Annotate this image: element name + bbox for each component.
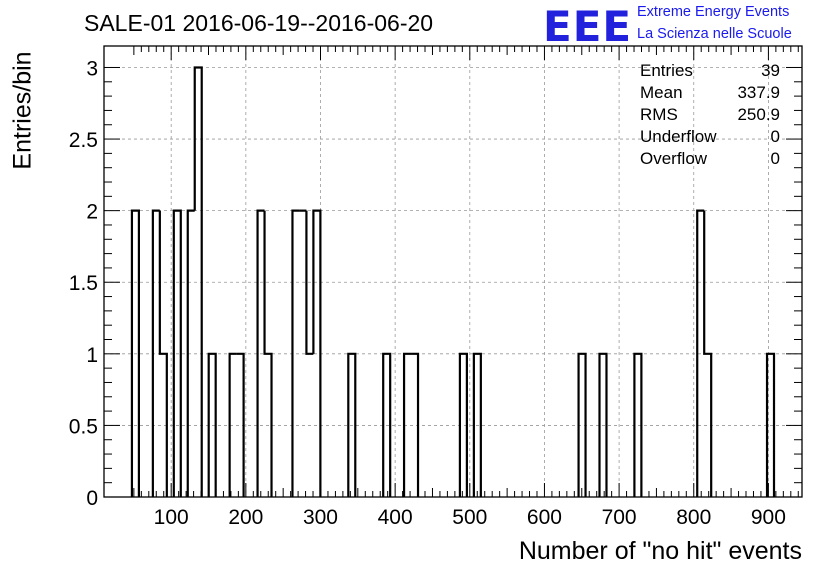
histogram-bin <box>256 209 265 497</box>
stat-label: Underflow <box>640 127 717 146</box>
x-axis-label: Number of "no hit" events <box>518 537 802 565</box>
x-tick-label: 300 <box>303 506 338 529</box>
x-tick-label: 600 <box>527 506 562 529</box>
stat-label: Overflow <box>640 149 708 168</box>
stat-value: 39 <box>761 61 780 80</box>
histogram-bin <box>458 352 468 497</box>
histogram-bin <box>172 209 182 497</box>
stat-value: 337.9 <box>737 83 780 102</box>
y-tick-label: 1 <box>86 344 98 367</box>
stat-label: RMS <box>640 105 678 124</box>
y-tick-label: 2.5 <box>69 129 98 152</box>
x-tick-label: 700 <box>602 506 637 529</box>
x-tick-label: 500 <box>452 506 487 529</box>
stat-label: Entries <box>640 61 693 80</box>
histogram-bin <box>347 352 357 497</box>
histogram-bin <box>193 66 203 497</box>
histogram-bin <box>312 209 322 497</box>
histogram-bin <box>236 352 245 497</box>
y-tick-label: 0 <box>86 487 98 510</box>
stat-label: Mean <box>640 83 683 102</box>
histogram-bin <box>598 352 608 497</box>
stat-row-underflow: Underflow 0 <box>640 126 780 148</box>
histogram-bin <box>472 352 482 497</box>
chart-title: SALE-01 2016-06-19--2016-06-20 <box>84 10 434 36</box>
stats-box: Entries 39 Mean 337.9 RMS 250.9 Underflow 0 … <box>640 60 780 170</box>
x-tick-label: 200 <box>228 506 263 529</box>
stat-value: 250.9 <box>737 105 780 124</box>
axis-tick-labels: 100 200 300 400 500 600 700 800 900 0 0.5 1 1.5 2 2.5 3 <box>69 57 786 529</box>
histogram-bin <box>696 209 705 497</box>
stat-value: 0 <box>770 127 780 146</box>
logo-line-1: Extreme Energy Events <box>637 4 790 20</box>
histogram-bin <box>411 352 420 497</box>
histogram-bin <box>207 352 217 497</box>
histogram-bin <box>158 210 168 497</box>
y-tick-label: 3 <box>86 57 98 80</box>
histogram-bin <box>765 352 776 497</box>
plot-frame <box>103 45 803 498</box>
histogram-bin <box>228 352 237 497</box>
y-tick-label: 1.5 <box>69 272 98 295</box>
stat-row-rms: RMS 250.9 <box>640 104 780 126</box>
x-tick-label: 800 <box>676 506 711 529</box>
histogram-bin <box>186 209 195 497</box>
histogram-bin <box>291 209 300 497</box>
y-tick-label: 0.5 <box>69 415 98 438</box>
histogram-bin <box>703 210 713 497</box>
x-tick-label: 900 <box>751 506 786 529</box>
logo-line-2: La Scienza nelle Scuole <box>637 26 792 42</box>
eee-logo: EEE <box>543 2 633 51</box>
histogram-bin <box>151 209 160 497</box>
stat-row-mean: Mean 337.9 <box>640 82 780 104</box>
x-tick-label: 100 <box>154 506 189 529</box>
stat-row-overflow: Overflow 0 <box>640 148 780 170</box>
x-tick-label: 400 <box>378 506 413 529</box>
histogram-bin <box>382 352 392 497</box>
histogram-bin <box>263 210 273 497</box>
histogram-bin <box>402 352 412 497</box>
grid-lines <box>104 46 802 497</box>
stat-row-entries: Entries 39 <box>640 60 780 82</box>
stat-value: 0 <box>770 149 780 168</box>
histogram-bin <box>577 352 587 497</box>
y-axis-label: Entries/bin <box>8 51 37 170</box>
histogram-bin <box>130 209 140 497</box>
histogram-bin <box>633 352 643 497</box>
y-tick-label: 2 <box>86 201 98 224</box>
axis-ticks <box>104 46 802 498</box>
histogram-bin <box>305 210 314 355</box>
histogram-bins <box>130 66 776 497</box>
